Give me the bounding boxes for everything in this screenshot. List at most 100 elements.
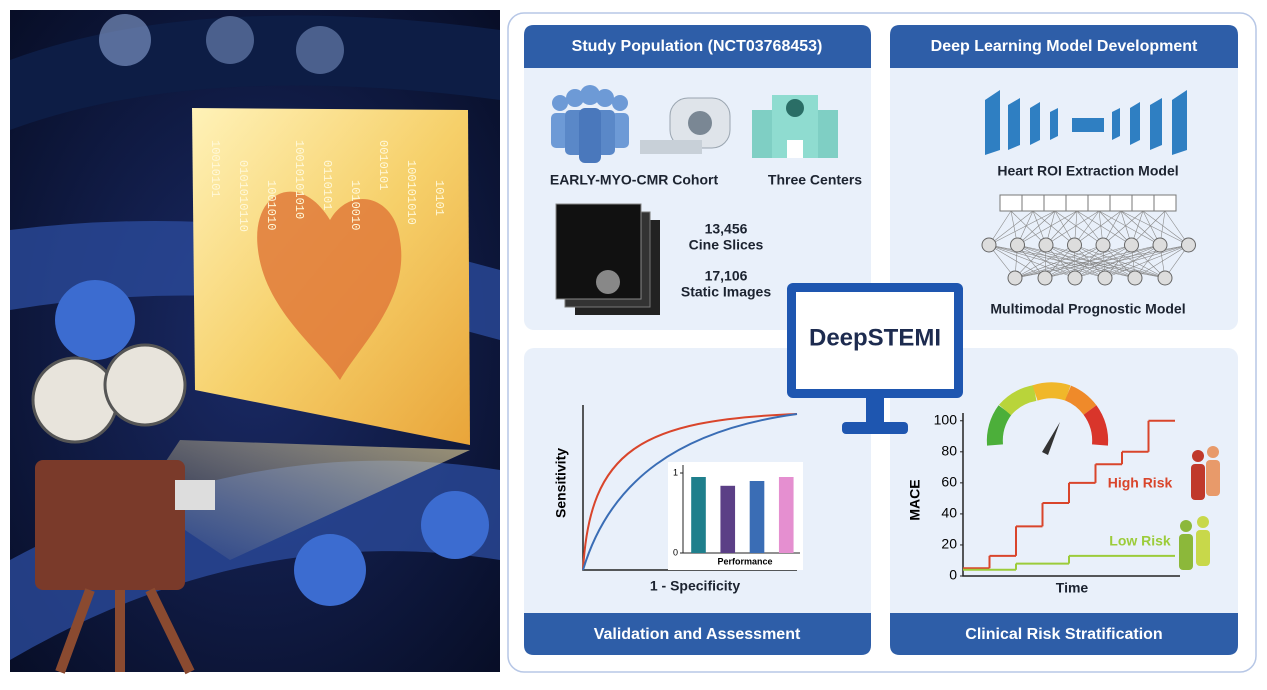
- hospital-icon: [752, 95, 838, 158]
- nn-edge: [1098, 210, 1161, 246]
- legend-label: High Risk: [1108, 475, 1173, 491]
- roc-curve: [582, 413, 798, 571]
- box-footer: [890, 613, 1238, 655]
- nn-edge: [1074, 210, 1122, 246]
- nn-node: [1181, 237, 1196, 253]
- nn-edge: [1014, 244, 1047, 279]
- nn-edge: [1017, 244, 1136, 279]
- binary-text: 10010101: [208, 140, 222, 198]
- nn-edge: [1074, 244, 1136, 279]
- nn-edge: [1102, 244, 1136, 279]
- nn-cell: [1153, 194, 1177, 212]
- box-title: Validation and Assessment: [594, 626, 801, 643]
- legend-label: Low Risk: [1109, 533, 1171, 549]
- lens: [175, 480, 215, 510]
- gauge: [986, 382, 1109, 455]
- nn-edge: [1102, 244, 1166, 279]
- nn-edge: [1045, 210, 1078, 246]
- mri-icon: [640, 97, 731, 154]
- binary-text: 0110101: [320, 160, 334, 210]
- illustration: 10010101 0101010110 1001010 10010101010 0110…: [10, 10, 500, 675]
- roc-curve: [582, 413, 798, 571]
- y-tick-label: 80: [941, 443, 957, 459]
- tripod: [55, 587, 195, 675]
- nn-edge: [1102, 210, 1144, 246]
- nn-node: [981, 237, 997, 253]
- nn-edge: [1076, 210, 1132, 246]
- reel: [103, 343, 187, 427]
- box-footer: [524, 613, 871, 655]
- label: Static Images: [681, 284, 771, 300]
- nn-edge: [1017, 244, 1106, 279]
- nn-edge: [1098, 210, 1132, 246]
- nn-node: [1097, 270, 1113, 286]
- frame-image: [55, 280, 135, 360]
- nn-edge: [1120, 210, 1189, 246]
- nn-edge: [988, 210, 1034, 246]
- nn-edge: [1010, 210, 1047, 246]
- nn-edge: [988, 244, 1076, 279]
- nn-node: [1067, 237, 1082, 253]
- box-header: [524, 25, 871, 68]
- nn-edge: [1120, 210, 1161, 246]
- nn-edge: [1017, 244, 1076, 279]
- y-tick-label: 40: [941, 505, 957, 521]
- nn-edge: [988, 210, 1056, 246]
- binary-text: 10101: [432, 180, 446, 216]
- binary-text: 0010101: [376, 140, 390, 190]
- nn-node: [1152, 237, 1168, 253]
- nn-edge: [1074, 244, 1189, 279]
- y-tick-label: 60: [941, 474, 957, 490]
- label: Cine Slices: [689, 237, 764, 253]
- axis-label: MACE: [907, 479, 923, 520]
- nn-edge: [1014, 244, 1132, 279]
- nn-edge: [988, 244, 1106, 279]
- nn-node: [1038, 237, 1054, 253]
- nn-edge: [1054, 210, 1104, 246]
- reel: [31, 356, 119, 444]
- box-header: [890, 25, 1238, 68]
- label: EARLY-MYO-CMR Cohort: [550, 172, 719, 188]
- nn-edge: [1045, 244, 1166, 279]
- axis-label: 1 - Specificity: [650, 578, 740, 594]
- nn-cell: [1109, 194, 1133, 212]
- frame-image: [294, 534, 366, 606]
- center-label: DeepSTEMI: [809, 324, 941, 351]
- bar: [778, 477, 794, 553]
- frame-image: [206, 16, 254, 64]
- box-title: Clinical Risk Stratification: [965, 626, 1162, 643]
- nn-node: [1157, 270, 1173, 286]
- cmr-slices: [555, 203, 660, 315]
- count: 13,456: [705, 221, 748, 237]
- nn-cell: [1065, 194, 1089, 212]
- y-tick-label: 0: [949, 567, 957, 583]
- binary-text: 1001010: [264, 180, 278, 230]
- nn-edge: [1142, 210, 1189, 246]
- nn-cell: [1087, 194, 1111, 212]
- y-tick-label: 100: [934, 411, 958, 427]
- label: Multimodal Prognostic Model: [990, 301, 1185, 317]
- bar: [749, 481, 765, 553]
- nn-node: [1037, 270, 1053, 286]
- label: Three Centers: [768, 172, 862, 188]
- axis-label: Sensitivity: [553, 448, 569, 518]
- nn-edge: [1017, 210, 1078, 246]
- heart: [257, 191, 402, 380]
- nn-edge: [988, 244, 1046, 279]
- nn-node: [1007, 270, 1023, 286]
- binary-text: 0101010110: [236, 160, 250, 232]
- nn-edge: [1104, 244, 1189, 279]
- binary-text: 100101010: [404, 160, 418, 225]
- box: [890, 348, 1238, 655]
- monitor: [787, 283, 963, 434]
- binary-text: 1010010: [348, 180, 362, 230]
- projector-body: [35, 460, 185, 590]
- nn-node: [1010, 237, 1025, 253]
- nn-edge: [1032, 210, 1075, 246]
- y-tick-label: 20: [941, 536, 957, 552]
- nn-edge: [1045, 244, 1136, 279]
- light-beam: [140, 440, 470, 560]
- nn-edge: [1045, 210, 1100, 246]
- axis-label: Performance: [717, 556, 772, 566]
